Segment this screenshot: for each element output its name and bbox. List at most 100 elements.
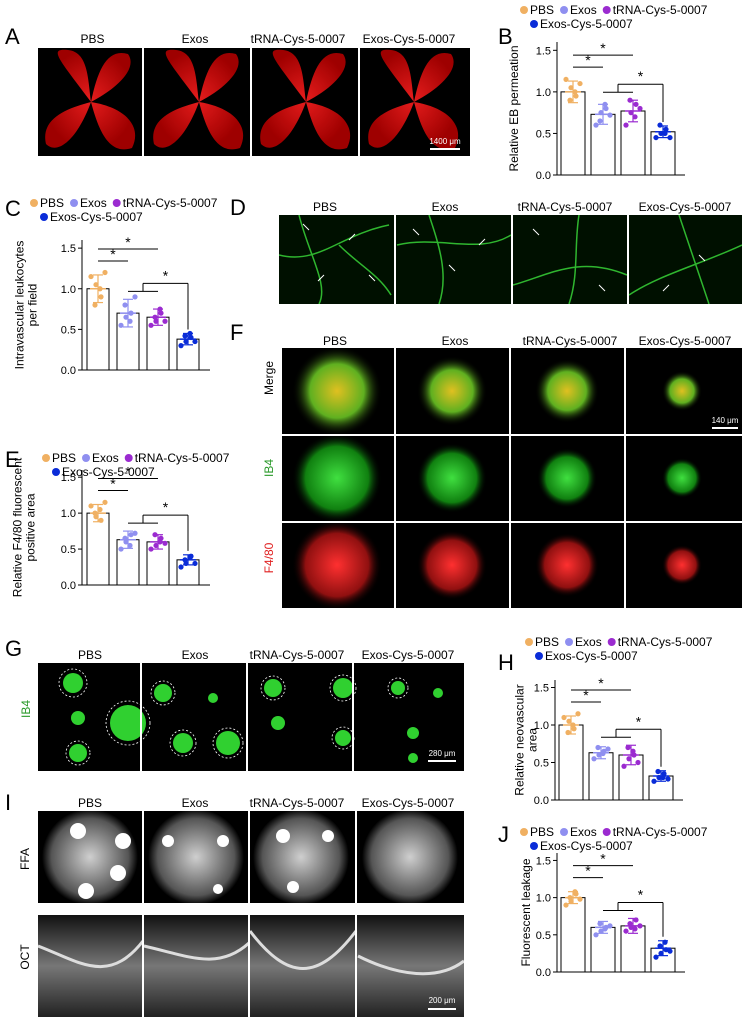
data-point-h-trna — [630, 748, 636, 754]
data-point-c-exos — [122, 302, 128, 308]
y-tick-label-c: 1.0 — [61, 284, 76, 296]
sig-star-h: * — [583, 687, 589, 703]
legend-dot-c-pbs — [30, 199, 38, 207]
legend-label-b-pbs: PBS — [530, 3, 554, 17]
data-point-c-pbs — [97, 286, 103, 292]
data-point-c-pbs — [93, 282, 99, 288]
y-tick-label-e: 0.5 — [61, 544, 76, 556]
data-point-j-trna — [637, 923, 643, 929]
y-tick-label-e: 1.5 — [61, 472, 76, 484]
bar-h-exoscys — [648, 775, 674, 801]
data-point-c-trna — [157, 306, 163, 312]
legend-label-e-pbs: PBS — [52, 451, 76, 465]
legend-dot-j-pbs — [520, 828, 528, 836]
legend-dot-b-pbs — [520, 6, 528, 14]
bar-b-exos — [590, 113, 616, 176]
data-point-j-exos — [603, 924, 609, 930]
data-point-h-trna — [626, 756, 632, 762]
data-point-e-pbs — [92, 510, 98, 516]
col-label-i-exoscys: Exos-Cys-5-0007 — [361, 796, 455, 810]
y-tick-label-j: 1.0 — [536, 893, 551, 905]
data-point-h-pbs — [561, 714, 567, 721]
leukostasis-images — [279, 215, 742, 304]
legend-dot-e-exos — [82, 454, 91, 462]
data-point-j-trna — [633, 917, 639, 923]
data-point-b-exoscys — [662, 130, 668, 137]
y-axis-label-c: per field — [26, 284, 40, 327]
data-point-c-trna — [148, 322, 154, 328]
col-label-a-exos: Exos — [181, 32, 209, 46]
col-label-d-pbs: PBS — [312, 200, 337, 214]
data-point-e-exos — [128, 532, 134, 538]
bar-h-exos — [588, 752, 614, 801]
data-point-e-trna — [158, 535, 164, 541]
row-label-i-ffa: FFA — [18, 848, 32, 871]
sig-star-j: * — [638, 886, 644, 902]
legend-dot-b-exos — [560, 6, 569, 14]
col-label-i-pbs: PBS — [77, 796, 102, 810]
data-point-e-trna — [148, 546, 154, 552]
data-point-h-exos — [600, 750, 606, 757]
data-point-e-pbs — [102, 499, 108, 505]
legend-label-e-exos: Exos — [92, 451, 119, 465]
data-point-e-trna — [157, 539, 163, 545]
data-point-h-exos — [605, 746, 611, 752]
y-tick-label-c: 0.0 — [61, 365, 76, 377]
data-point-b-exos — [607, 112, 613, 118]
data-point-e-trna — [162, 540, 168, 546]
data-point-c-exos — [123, 314, 129, 320]
sig-star-j: * — [585, 863, 591, 879]
bar-c-exoscys — [176, 338, 200, 371]
data-point-j-exoscys — [662, 939, 668, 945]
bar-j-exoscys — [650, 947, 676, 973]
data-point-h-trna — [621, 763, 627, 769]
legend-label-h-exoscys: Exos-Cys-5-0007 — [545, 649, 638, 663]
data-point-h-trna — [635, 759, 641, 766]
data-point-h-exoscys — [661, 771, 667, 777]
data-point-e-exos — [123, 539, 129, 545]
sig-star-c: * — [110, 246, 116, 262]
panel-label-a: A — [5, 24, 20, 49]
bar-j-pbs — [560, 897, 586, 973]
data-point-b-exos — [593, 122, 599, 128]
data-point-c-trna — [153, 318, 159, 324]
legend-dot-j-exos — [560, 828, 569, 836]
legend-dot-c-exos — [70, 199, 79, 207]
data-point-j-exos — [607, 923, 613, 929]
panel-label-f: F — [230, 320, 244, 345]
sig-star-h: * — [636, 713, 642, 729]
y-tick-label-e: 0.0 — [61, 580, 76, 592]
sig-star-j: * — [600, 851, 606, 867]
row-label-i-oct: OCT — [18, 944, 32, 970]
data-point-c-pbs — [88, 273, 94, 280]
bar-j-trna — [620, 925, 646, 973]
scale-label-i: 200 μm — [428, 996, 456, 1005]
data-point-b-exoscys — [663, 126, 669, 132]
data-point-b-exos — [602, 101, 608, 107]
row-label-f-merge: Merge — [262, 361, 276, 396]
sig-star-c: * — [163, 267, 169, 283]
data-point-h-pbs — [565, 729, 571, 736]
sig-star-e: * — [110, 476, 116, 492]
sig-star-c: * — [125, 234, 131, 250]
legend-label-h-exos: Exos — [575, 635, 602, 649]
y-tick-label-b: 0.0 — [536, 170, 551, 182]
bar-j-exos — [590, 926, 616, 973]
sig-star-b: * — [638, 68, 644, 84]
data-point-b-pbs — [563, 76, 569, 83]
data-point-j-pbs — [572, 889, 578, 895]
legend-label-e-trna: tRNA-Cys-5-0007 — [135, 451, 230, 465]
data-point-j-exos — [602, 926, 608, 932]
data-point-h-trna — [625, 744, 631, 751]
data-point-e-exoscys — [178, 564, 184, 570]
data-point-b-trna — [632, 114, 638, 120]
legend-label-c-trna: tRNA-Cys-5-0007 — [123, 196, 218, 210]
data-point-e-pbs — [98, 517, 104, 523]
col-label-d-exoscys: Exos-Cys-5-0007 — [638, 200, 732, 214]
y-tick-label-h: 1.5 — [534, 683, 549, 695]
legend-dot-j-trna — [602, 828, 611, 836]
row-label-f-ib4: IB4 — [262, 459, 276, 478]
data-point-h-pbs — [575, 711, 581, 717]
data-point-h-exoscys — [656, 774, 662, 781]
data-point-e-pbs — [88, 503, 94, 509]
